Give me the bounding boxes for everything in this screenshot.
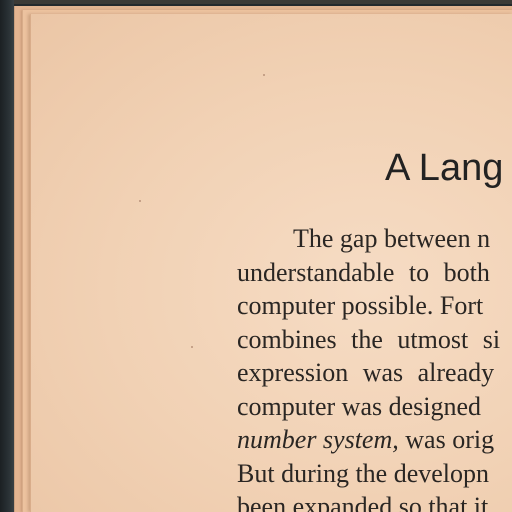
text-line: understandable to both [237, 256, 500, 290]
text-line: been expanded so that it [237, 490, 500, 512]
text-span: The gap between n [293, 224, 491, 253]
text-line: combines the utmost si [237, 323, 500, 357]
text-span: computer was designed [237, 391, 482, 421]
text-line: computer was designed [237, 390, 500, 424]
text-span: expression was already [237, 358, 495, 387]
text-line: But during the developn [237, 457, 500, 491]
chapter-heading: A Lang [385, 147, 504, 189]
paper-speck [263, 74, 265, 76]
top-shadow-band [14, 0, 512, 4]
text-span: computer possible. Fort [237, 291, 484, 320]
text-span: combines the utmost si [237, 324, 501, 354]
text-span: was orig [398, 425, 495, 454]
text-span: understandable to both [237, 257, 490, 287]
paper-speck [139, 200, 141, 202]
dark-surface-edge [0, 0, 14, 512]
italic-text: number system, [237, 425, 399, 454]
text-line: The gap between n [237, 222, 500, 256]
text-line: expression was already [237, 356, 500, 390]
paper-speck [191, 346, 193, 348]
book-page [30, 14, 512, 512]
text-span: But during the developn [237, 458, 490, 488]
text-line: computer possible. Fort [237, 289, 500, 323]
body-text: The gap between n understandable to both c… [237, 222, 500, 512]
text-span: been expanded so that it [237, 492, 489, 512]
text-line: number system, was orig [237, 423, 500, 457]
